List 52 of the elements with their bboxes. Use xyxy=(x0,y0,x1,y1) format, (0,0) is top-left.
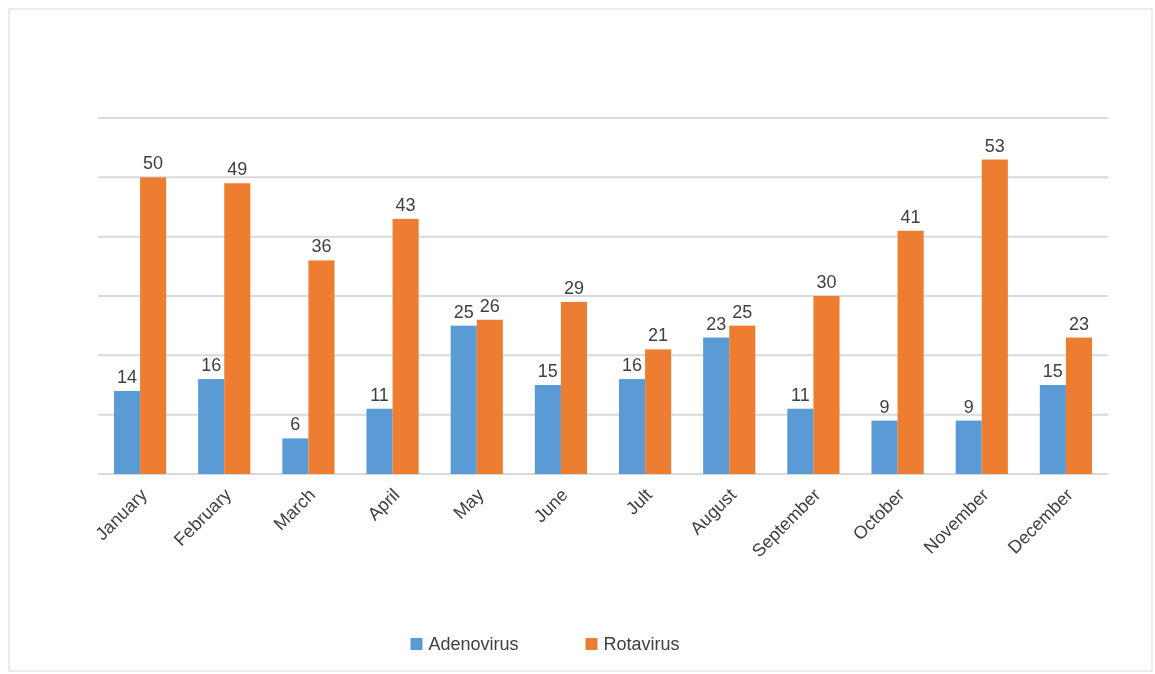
data-label: 26 xyxy=(479,295,500,316)
data-label: 15 xyxy=(1042,361,1063,381)
bar xyxy=(198,379,225,474)
data-label: 41 xyxy=(900,206,921,227)
bar xyxy=(897,230,924,474)
data-label: 16 xyxy=(622,355,643,376)
bar xyxy=(729,325,756,474)
data-label: 9 xyxy=(963,396,974,417)
data-label: 15 xyxy=(537,361,558,381)
data-label: 23 xyxy=(1068,313,1089,334)
bar xyxy=(618,379,646,474)
bar xyxy=(534,385,561,474)
bar xyxy=(813,296,840,474)
bar xyxy=(113,390,141,474)
x-tick-label: Jult xyxy=(621,484,656,519)
bar xyxy=(366,408,393,474)
data-label: 36 xyxy=(311,236,332,257)
bar xyxy=(308,260,335,474)
bar xyxy=(787,408,814,474)
bar xyxy=(703,337,730,474)
data-label: 14 xyxy=(117,366,138,387)
data-label: 50 xyxy=(143,153,164,174)
bar xyxy=(392,218,419,474)
data-label: 21 xyxy=(648,325,669,346)
data-label: 49 xyxy=(227,159,248,180)
bar xyxy=(282,438,309,474)
data-label: 53 xyxy=(984,135,1005,156)
data-label: 25 xyxy=(453,301,474,322)
data-label: 11 xyxy=(791,384,810,405)
data-label: 9 xyxy=(879,396,890,417)
legend-label: Adenovirus xyxy=(428,634,519,654)
data-label: 11 xyxy=(370,384,389,405)
data-label: 30 xyxy=(816,272,837,292)
bar xyxy=(955,420,982,474)
bar xyxy=(140,177,167,474)
data-label: 43 xyxy=(395,194,416,215)
bar xyxy=(1039,385,1066,474)
data-label: 6 xyxy=(290,414,301,435)
data-label: 23 xyxy=(706,313,727,334)
x-tick-label: May xyxy=(449,484,488,523)
bar xyxy=(981,159,1008,474)
data-label: 29 xyxy=(563,277,584,298)
bar xyxy=(560,301,588,474)
bar xyxy=(1065,337,1093,474)
data-label: 25 xyxy=(732,301,753,322)
data-label: 16 xyxy=(201,355,222,376)
bar xyxy=(224,183,251,474)
bar xyxy=(450,325,477,474)
bar xyxy=(645,349,672,474)
bar xyxy=(476,319,503,474)
legend-label: Rotavirus xyxy=(603,634,680,654)
bar xyxy=(871,420,898,474)
